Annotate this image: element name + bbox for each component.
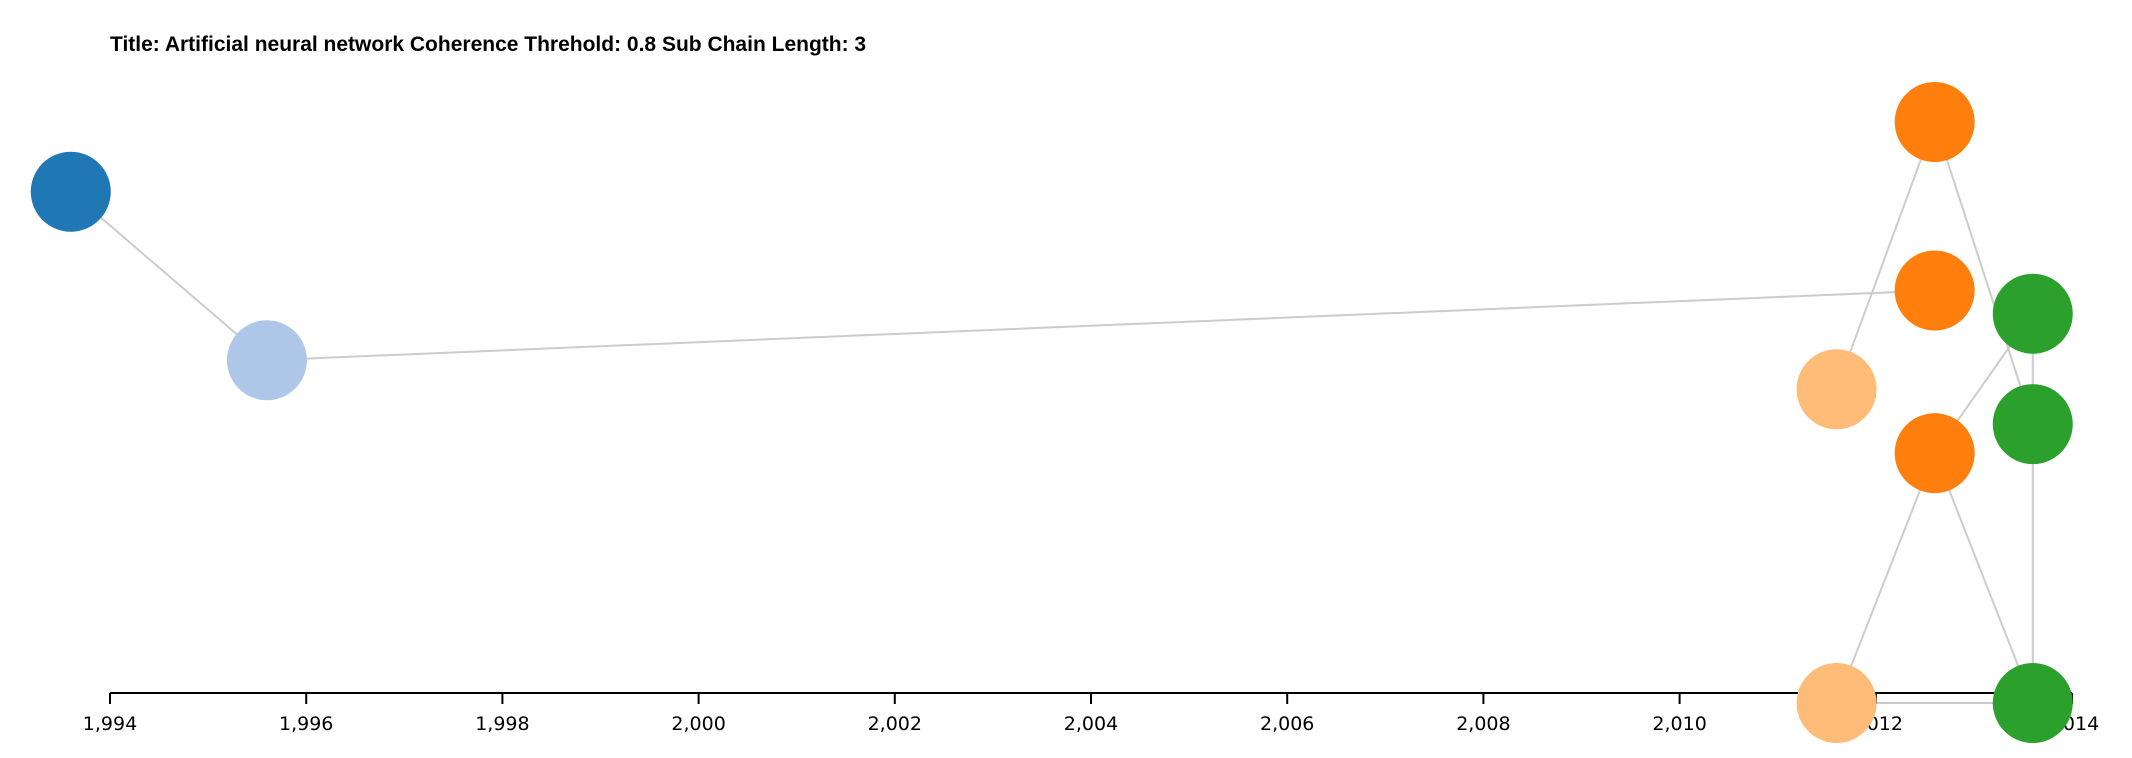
node-n1[interactable] bbox=[30, 151, 111, 232]
x-tick-label: 2,000 bbox=[671, 713, 725, 735]
node-n9[interactable] bbox=[1796, 663, 1877, 743]
link-n1-n2 bbox=[70, 190, 268, 361]
x-tick-label: 1,998 bbox=[475, 713, 529, 735]
x-tick-label: 2,008 bbox=[1456, 713, 1510, 735]
link-n3-n6 bbox=[1835, 121, 1936, 390]
link-n8-n10 bbox=[1933, 452, 2034, 704]
node-n7[interactable] bbox=[1992, 384, 2073, 465]
x-tick-label: 2,004 bbox=[1064, 713, 1118, 735]
x-tick-label: 2,010 bbox=[1652, 713, 1706, 735]
node-n2[interactable] bbox=[226, 320, 307, 401]
node-n6[interactable] bbox=[1796, 349, 1877, 430]
chart-title: Title: Artificial neural network Coheren… bbox=[110, 33, 866, 56]
nodes-layer bbox=[30, 82, 2073, 743]
link-n8-n9 bbox=[1835, 452, 1936, 704]
node-n8[interactable] bbox=[1894, 413, 1975, 494]
link-n3-n7 bbox=[1933, 121, 2034, 425]
links-layer bbox=[70, 121, 2034, 704]
x-tick-label: 2,006 bbox=[1260, 713, 1314, 735]
link-n2-n4 bbox=[266, 289, 1935, 362]
x-tick-label: 2,002 bbox=[868, 713, 922, 735]
x-tick-label: 1,996 bbox=[279, 713, 333, 735]
node-n4[interactable] bbox=[1894, 250, 1975, 331]
node-n5[interactable] bbox=[1992, 273, 2073, 354]
node-n10[interactable] bbox=[1992, 663, 2073, 743]
x-tick-label: 1,994 bbox=[83, 713, 137, 735]
node-n3[interactable] bbox=[1894, 82, 1975, 162]
